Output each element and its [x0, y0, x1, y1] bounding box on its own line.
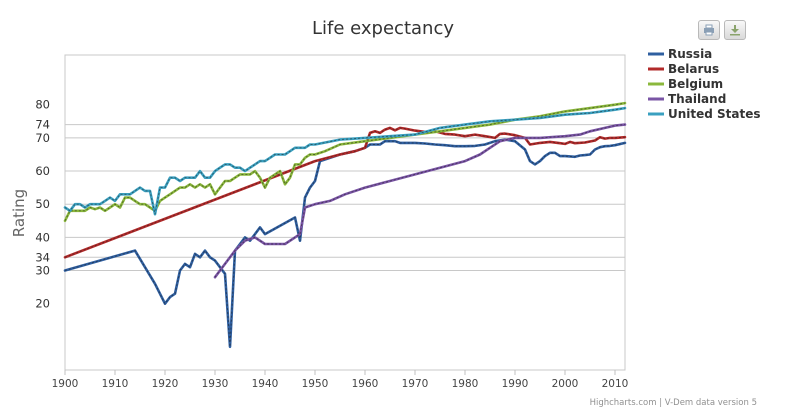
x-tick-label: 2000 [552, 378, 579, 390]
series-line-dots-russia [64, 139, 626, 347]
series-line-dots-thailand [214, 124, 626, 278]
y-axis-title: Rating [10, 189, 28, 237]
series-line-belarus[interactable] [63, 126, 627, 259]
chart-title: Life expectancy [312, 18, 454, 39]
y-tick-label: 20 [35, 297, 50, 311]
x-tick-label: 1930 [202, 378, 229, 390]
y-tick-label: 40 [35, 230, 50, 244]
legend-item-belgium[interactable]: Belgium [668, 77, 723, 91]
series-line-dots-belgium [64, 102, 626, 222]
series-line-dots-united-states [64, 107, 626, 215]
x-tick-label: 1970 [402, 378, 429, 390]
x-tick-label: 1940 [252, 378, 279, 390]
legend-item-belarus[interactable]: Belarus [668, 62, 719, 76]
series-lines [63, 101, 627, 349]
print-icon [704, 24, 714, 36]
grid [65, 124, 625, 272]
y-tick-label: 30 [35, 264, 50, 278]
x-tick-label: 1900 [52, 378, 79, 390]
series-line-dots-belarus [64, 127, 626, 258]
y-tick-label: 80 [35, 98, 50, 112]
print-button[interactable] [698, 20, 720, 40]
plot-area [64, 54, 626, 371]
series-line-belgium[interactable] [63, 101, 627, 223]
y-tick-label: 34 [35, 250, 50, 264]
legend-item-thailand[interactable]: Thailand [668, 92, 726, 106]
y-tick-label: 50 [35, 197, 50, 211]
download-icon [730, 25, 740, 36]
x-tick-label: 1920 [152, 378, 179, 390]
x-axis-labels: 1900 1910 1920 1930 1940 1950 1960 1970 1980 1990… [52, 370, 629, 390]
download-button[interactable] [724, 20, 746, 40]
x-tick-label: 1990 [502, 378, 529, 390]
x-tick-label: 1910 [102, 378, 129, 390]
legend-item-united-states[interactable]: United States [668, 107, 761, 121]
x-tick-label: 1960 [352, 378, 379, 390]
y-tick-label: 74 [35, 118, 50, 132]
credits[interactable]: Highcharts.com | V-Dem data version 5 [590, 398, 757, 408]
x-tick-label: 2010 [602, 378, 629, 390]
legend-item-russia[interactable]: Russia [668, 47, 712, 61]
series-line-thailand[interactable] [213, 123, 627, 279]
y-tick-label: 60 [35, 164, 50, 178]
x-tick-label: 1980 [452, 378, 479, 390]
x-tick-label: 1950 [302, 378, 329, 390]
y-tick-label: 70 [35, 131, 50, 145]
